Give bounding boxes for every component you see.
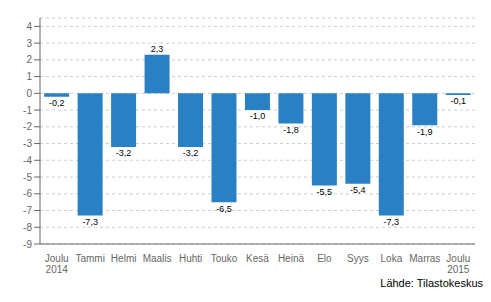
svg-text:Elo: Elo [317, 253, 332, 264]
svg-text:Touko: Touko [211, 253, 238, 264]
svg-text:Syys: Syys [347, 253, 369, 264]
svg-text:-2: -2 [23, 121, 32, 132]
svg-text:2: 2 [26, 54, 32, 65]
svg-text:-7,3: -7,3 [384, 217, 400, 227]
svg-text:Heinä: Heinä [278, 253, 305, 264]
svg-text:1: 1 [26, 71, 32, 82]
svg-text:3: 3 [26, 38, 32, 49]
svg-text:Huhti: Huhti [179, 253, 202, 264]
svg-text:Kesä: Kesä [246, 253, 269, 264]
svg-text:Joulu2014: Joulu2014 [45, 253, 69, 275]
svg-text:4: 4 [26, 21, 32, 32]
svg-text:Maalis: Maalis [143, 253, 172, 264]
svg-text:-5: -5 [23, 172, 32, 183]
html-text:Lähde: Tilastokeskus: Lähde: Tilastokeskus [380, 277, 483, 289]
svg-text:Tammi: Tammi [75, 253, 104, 264]
svg-text:Joulu2015: Joulu2015 [446, 253, 470, 275]
svg-text:Marras: Marras [409, 253, 440, 264]
svg-text:Helmi: Helmi [111, 253, 137, 264]
svg-text:-3: -3 [23, 138, 32, 149]
svg-text:-1,9: -1,9 [417, 127, 433, 137]
svg-text:-3,2: -3,2 [183, 148, 199, 158]
svg-text:-7: -7 [23, 205, 32, 216]
svg-text:-9: -9 [23, 239, 32, 250]
svg-text:2,3: 2,3 [151, 44, 164, 54]
svg-text:-0,2: -0,2 [49, 98, 65, 108]
svg-text:-1,8: -1,8 [283, 125, 299, 135]
svg-text:-6: -6 [23, 188, 32, 199]
svg-text:-5,5: -5,5 [317, 187, 333, 197]
svg-text:-1: -1 [23, 105, 32, 116]
svg-text:-6,5: -6,5 [216, 204, 232, 214]
svg-text:-7,3: -7,3 [82, 217, 98, 227]
svg-text:0: 0 [26, 88, 32, 99]
svg-text:-3,2: -3,2 [116, 148, 132, 158]
svg-text:-5,4: -5,4 [350, 185, 366, 195]
svg-text:-1,0: -1,0 [250, 111, 266, 121]
svg-text:-8: -8 [23, 222, 32, 233]
svg-text:Loka: Loka [381, 253, 403, 264]
svg-text:-0,1: -0,1 [450, 96, 466, 106]
svg-text:-4: -4 [23, 155, 32, 166]
